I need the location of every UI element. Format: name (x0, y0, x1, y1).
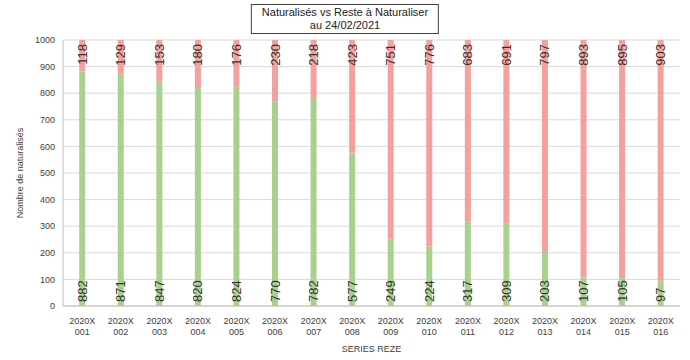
svg-text:2020X006: 2020X006 (262, 316, 288, 337)
svg-text:751: 751 (383, 44, 398, 66)
svg-text:400: 400 (40, 195, 55, 205)
svg-text:100: 100 (40, 275, 55, 285)
svg-text:2020X011: 2020X011 (455, 316, 481, 337)
svg-text:691: 691 (499, 44, 514, 66)
svg-text:2020X013: 2020X013 (532, 316, 558, 337)
svg-text:1000: 1000 (35, 35, 55, 45)
svg-text:776: 776 (422, 44, 437, 66)
svg-text:2020X012: 2020X012 (493, 316, 519, 337)
svg-text:847: 847 (152, 280, 167, 302)
svg-text:180: 180 (190, 44, 205, 66)
svg-text:782: 782 (306, 280, 321, 302)
svg-text:249: 249 (383, 280, 398, 302)
svg-text:317: 317 (460, 280, 475, 302)
svg-text:800: 800 (40, 88, 55, 98)
svg-text:129: 129 (113, 44, 128, 66)
svg-text:871: 871 (113, 280, 128, 302)
svg-text:97: 97 (653, 288, 668, 302)
svg-text:2020X005: 2020X005 (224, 316, 250, 337)
svg-text:2020X014: 2020X014 (571, 316, 597, 337)
svg-text:2020X016: 2020X016 (648, 316, 674, 337)
html-text:au 24/02/2021: au 24/02/2021 (309, 19, 381, 31)
svg-text:118: 118 (75, 44, 90, 65)
svg-text:2020X009: 2020X009 (378, 316, 404, 337)
svg-text:2020X007: 2020X007 (301, 316, 327, 337)
svg-text:300: 300 (40, 221, 55, 231)
svg-text:2020X004: 2020X004 (185, 316, 211, 337)
svg-text:218: 218 (306, 44, 321, 66)
svg-text:824: 824 (229, 280, 244, 302)
svg-text:882: 882 (75, 280, 90, 302)
svg-text:0: 0 (50, 301, 55, 311)
svg-text:176: 176 (229, 44, 244, 66)
svg-text:309: 309 (499, 280, 514, 302)
svg-text:423: 423 (345, 44, 360, 66)
svg-text:200: 200 (40, 248, 55, 258)
svg-text:2020X002: 2020X002 (108, 316, 134, 337)
svg-text:153: 153 (152, 44, 167, 66)
svg-text:224: 224 (422, 280, 437, 302)
svg-text:500: 500 (40, 168, 55, 178)
svg-text:700: 700 (40, 115, 55, 125)
svg-text:SERIES REZE: SERIES REZE (342, 344, 402, 354)
svg-text:895: 895 (615, 44, 630, 66)
svg-text:2020X010: 2020X010 (416, 316, 442, 337)
svg-text:900: 900 (40, 62, 55, 72)
svg-text:820: 820 (190, 280, 205, 302)
svg-text:600: 600 (40, 142, 55, 152)
svg-text:893: 893 (576, 44, 591, 66)
svg-text:230: 230 (268, 44, 283, 66)
svg-text:203: 203 (537, 280, 552, 302)
svg-text:105: 105 (615, 280, 630, 302)
svg-text:2020X001: 2020X001 (69, 316, 95, 337)
html-text:Naturalisés vs Reste à Natural: Naturalisés vs Reste à Naturaliser (261, 6, 429, 18)
svg-text:577: 577 (345, 280, 360, 302)
svg-text:903: 903 (653, 44, 668, 66)
svg-text:2020X015: 2020X015 (609, 316, 635, 337)
svg-text:Nombre de naturalisés: Nombre de naturalisés (15, 127, 25, 218)
svg-text:2020X003: 2020X003 (146, 316, 172, 337)
svg-text:770: 770 (268, 280, 283, 302)
svg-text:683: 683 (460, 44, 475, 66)
svg-text:107: 107 (576, 280, 591, 302)
svg-text:2020X008: 2020X008 (339, 316, 365, 337)
svg-text:797: 797 (537, 44, 552, 66)
